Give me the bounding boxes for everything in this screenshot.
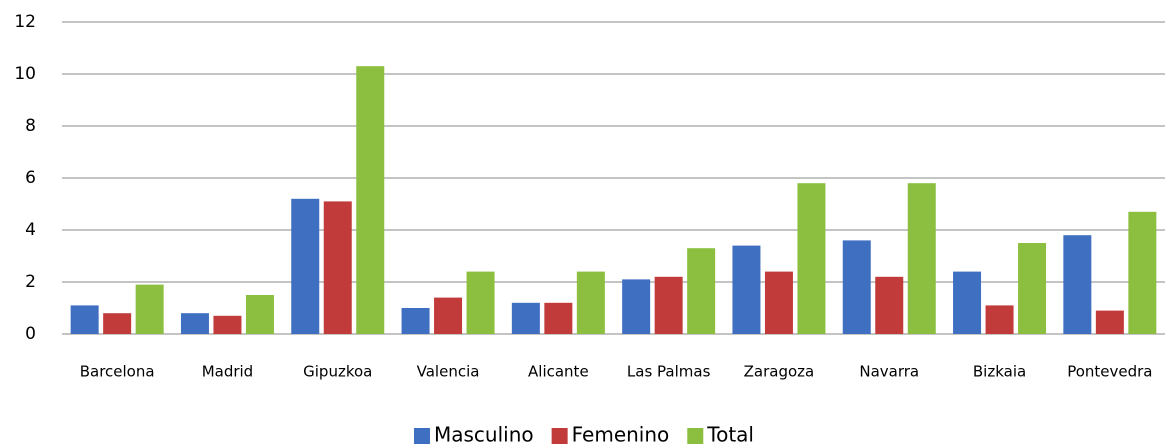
bar	[1063, 235, 1092, 334]
y-tick-label: 8	[25, 116, 36, 136]
y-tick-label: 4	[25, 220, 36, 240]
y-tick-label: 6	[25, 168, 36, 188]
bar	[797, 183, 826, 334]
y-tick-label: 10	[14, 64, 36, 84]
x-tick-label: Gipuzkoa	[303, 363, 372, 381]
bar	[180, 313, 209, 334]
x-tick-label: Bizkaia	[973, 363, 1026, 381]
bar	[622, 279, 651, 334]
legend-swatch	[687, 428, 704, 444]
legend-label: Masculino	[434, 423, 534, 447]
bar	[1018, 243, 1047, 334]
x-tick-label: Madrid	[202, 363, 254, 381]
bar	[434, 297, 463, 334]
bar	[135, 284, 164, 334]
x-tick-label: Valencia	[417, 363, 480, 381]
bar	[907, 183, 936, 334]
bar	[875, 276, 904, 334]
x-tick-label: Alicante	[528, 363, 589, 381]
x-tick-label: Las Palmas	[627, 363, 711, 381]
bar	[511, 302, 540, 334]
legend-swatch	[551, 428, 568, 444]
bar	[213, 315, 242, 334]
bar	[356, 66, 385, 334]
bar	[103, 313, 132, 334]
bar	[291, 198, 320, 334]
bar	[953, 271, 982, 334]
bar	[401, 308, 430, 334]
bar	[323, 201, 352, 334]
bar	[687, 248, 716, 334]
bar	[245, 295, 274, 334]
x-tick-label: Zaragoza	[744, 363, 815, 381]
bar	[576, 271, 605, 334]
bar	[1128, 211, 1157, 334]
x-tick-label: Navarra	[859, 363, 919, 381]
x-tick-label: Pontevedra	[1067, 363, 1152, 381]
bar	[70, 305, 99, 334]
bar	[1095, 310, 1124, 334]
bar	[544, 302, 573, 334]
bar	[732, 245, 761, 334]
legend-label: Total	[706, 423, 754, 447]
bar	[654, 276, 683, 334]
legend-swatch	[413, 428, 430, 444]
bar	[764, 271, 793, 334]
bar	[842, 240, 871, 334]
legend-label: Femenino	[572, 423, 670, 447]
y-tick-label: 0	[25, 324, 36, 344]
y-tick-label: 2	[25, 272, 36, 292]
y-tick-label: 12	[14, 12, 36, 32]
bar	[466, 271, 495, 334]
x-tick-label: Barcelona	[80, 363, 155, 381]
bar	[985, 305, 1014, 334]
